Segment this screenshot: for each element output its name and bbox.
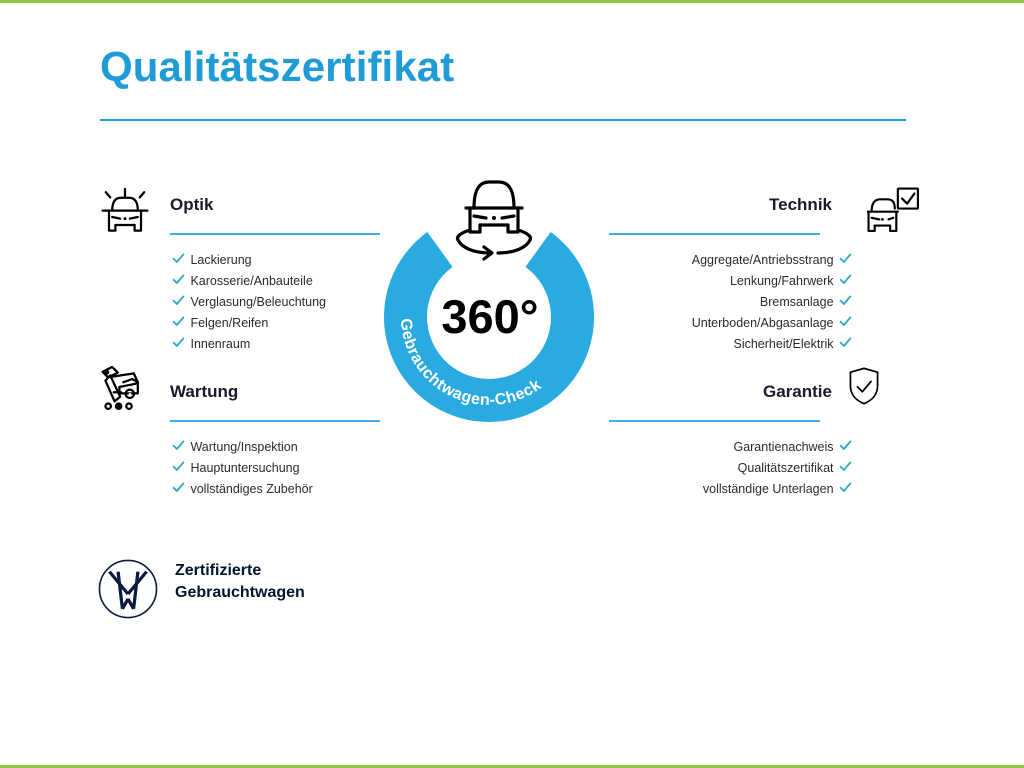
svg-text:360°: 360° [441,290,538,343]
